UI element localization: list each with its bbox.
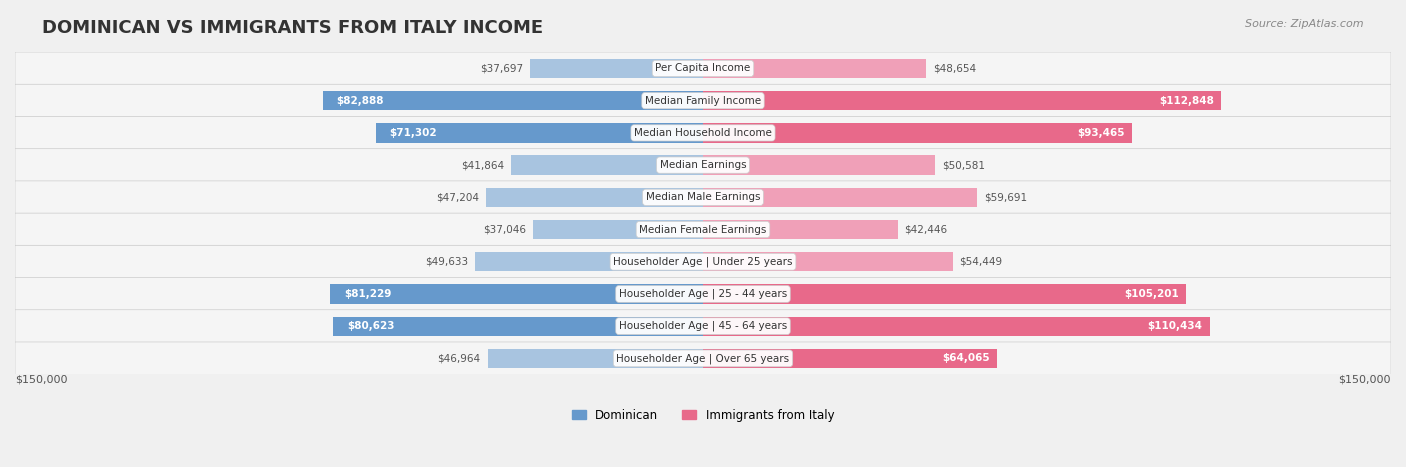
FancyBboxPatch shape: [15, 245, 1391, 278]
Bar: [488, 349, 703, 368]
Bar: [703, 349, 997, 368]
Bar: [510, 156, 703, 175]
Text: $54,449: $54,449: [960, 257, 1002, 267]
Bar: [703, 317, 1209, 336]
Text: Householder Age | 25 - 44 years: Householder Age | 25 - 44 years: [619, 289, 787, 299]
Bar: [323, 91, 703, 110]
Text: $150,000: $150,000: [15, 375, 67, 384]
FancyBboxPatch shape: [15, 310, 1391, 343]
Bar: [703, 91, 1220, 110]
Text: $82,888: $82,888: [336, 96, 384, 106]
Text: $50,581: $50,581: [942, 160, 984, 170]
Text: $150,000: $150,000: [1339, 375, 1391, 384]
FancyBboxPatch shape: [15, 342, 1391, 375]
Text: Householder Age | Over 65 years: Householder Age | Over 65 years: [616, 353, 790, 364]
Bar: [333, 317, 703, 336]
Text: $47,204: $47,204: [437, 192, 479, 202]
Text: $93,465: $93,465: [1077, 128, 1125, 138]
Text: $80,623: $80,623: [347, 321, 395, 331]
Text: $49,633: $49,633: [426, 257, 468, 267]
Text: DOMINICAN VS IMMIGRANTS FROM ITALY INCOME: DOMINICAN VS IMMIGRANTS FROM ITALY INCOM…: [42, 19, 543, 37]
Bar: [486, 188, 703, 207]
Text: $110,434: $110,434: [1147, 321, 1202, 331]
Bar: [703, 156, 935, 175]
Text: Median Household Income: Median Household Income: [634, 128, 772, 138]
Bar: [703, 252, 953, 271]
Bar: [703, 123, 1132, 142]
Text: Source: ZipAtlas.com: Source: ZipAtlas.com: [1246, 19, 1364, 28]
Text: $64,065: $64,065: [942, 354, 990, 363]
Bar: [703, 188, 977, 207]
Text: $59,691: $59,691: [984, 192, 1026, 202]
FancyBboxPatch shape: [15, 181, 1391, 214]
Bar: [530, 59, 703, 78]
Text: $105,201: $105,201: [1123, 289, 1178, 299]
Text: $42,446: $42,446: [904, 225, 948, 234]
Text: $71,302: $71,302: [389, 128, 437, 138]
Text: $48,654: $48,654: [934, 64, 976, 73]
Text: Median Female Earnings: Median Female Earnings: [640, 225, 766, 234]
Bar: [703, 220, 897, 239]
Text: $112,848: $112,848: [1159, 96, 1213, 106]
Text: Median Family Income: Median Family Income: [645, 96, 761, 106]
Text: Median Earnings: Median Earnings: [659, 160, 747, 170]
Bar: [330, 284, 703, 304]
Text: $46,964: $46,964: [437, 354, 481, 363]
FancyBboxPatch shape: [15, 149, 1391, 182]
Text: $37,697: $37,697: [479, 64, 523, 73]
Bar: [703, 284, 1185, 304]
Text: Median Male Earnings: Median Male Earnings: [645, 192, 761, 202]
Bar: [533, 220, 703, 239]
FancyBboxPatch shape: [15, 84, 1391, 117]
FancyBboxPatch shape: [15, 213, 1391, 246]
Text: $81,229: $81,229: [344, 289, 391, 299]
Legend: Dominican, Immigrants from Italy: Dominican, Immigrants from Italy: [567, 404, 839, 426]
Bar: [703, 59, 927, 78]
Text: $41,864: $41,864: [461, 160, 505, 170]
FancyBboxPatch shape: [15, 52, 1391, 85]
Bar: [475, 252, 703, 271]
Text: Householder Age | 45 - 64 years: Householder Age | 45 - 64 years: [619, 321, 787, 332]
FancyBboxPatch shape: [15, 116, 1391, 149]
Text: $37,046: $37,046: [484, 225, 526, 234]
Text: Per Capita Income: Per Capita Income: [655, 64, 751, 73]
Bar: [375, 123, 703, 142]
FancyBboxPatch shape: [15, 277, 1391, 311]
Text: Householder Age | Under 25 years: Householder Age | Under 25 years: [613, 256, 793, 267]
